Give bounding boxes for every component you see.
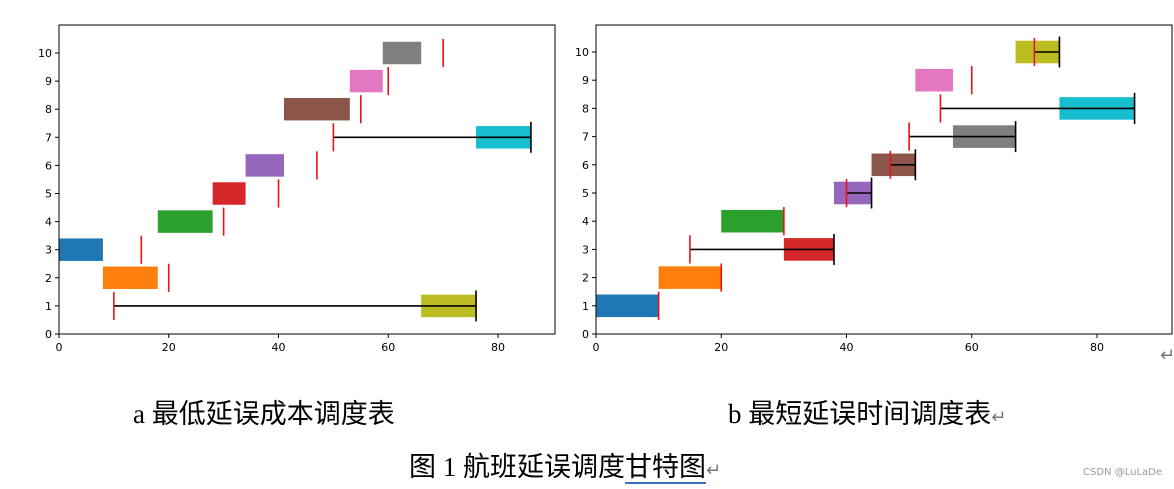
y-tick-label: 2 bbox=[582, 272, 589, 285]
figure-caption-text: 图 1 航班延误调度 bbox=[409, 452, 625, 482]
gantt-bar bbox=[157, 210, 213, 233]
gantt-bar bbox=[596, 294, 659, 318]
return-mark-icon: ↵ bbox=[991, 407, 1007, 428]
caption-a-text: a 最低延误成本调度表 bbox=[133, 399, 395, 429]
caption-b-text: b 最短延误时间调度表 bbox=[728, 399, 992, 429]
gantt-bar bbox=[212, 182, 246, 205]
y-tick-label: 7 bbox=[45, 131, 52, 144]
caption-a: a 最低延误成本调度表 bbox=[133, 392, 395, 431]
y-tick-label: 8 bbox=[45, 103, 52, 116]
x-tick-label: 40 bbox=[840, 341, 854, 354]
chart-a: 0 20 40 60 80 0 1 2 3 4 5 6 7 8 9 10 bbox=[38, 24, 556, 354]
y-tick-label: 7 bbox=[582, 131, 589, 144]
y-tick-label: 3 bbox=[582, 243, 589, 256]
x-tick-label: 20 bbox=[162, 341, 176, 354]
figure-caption: 图 1 航班延误调度甘特图↵ bbox=[409, 445, 721, 484]
gantt-bar bbox=[102, 266, 158, 290]
gantt-bar bbox=[915, 68, 953, 92]
y-tick-label: 5 bbox=[45, 188, 52, 201]
y-tick-label: 1 bbox=[45, 300, 52, 313]
x-tick-label: 80 bbox=[491, 341, 505, 354]
gantt-bar bbox=[658, 266, 722, 289]
x-tick-label: 0 bbox=[593, 341, 600, 354]
gantt-bar bbox=[283, 97, 350, 121]
y-tick-label: 5 bbox=[582, 187, 589, 200]
axes-frame bbox=[58, 24, 556, 335]
y-tick-label: 0 bbox=[45, 328, 52, 341]
y-tick-label: 3 bbox=[45, 244, 52, 257]
chart-b: 0 20 40 60 80 0 1 2 3 4 5 6 7 8 9 10 bbox=[575, 24, 1173, 354]
gantt-bar bbox=[349, 69, 383, 93]
y-tick-label: 4 bbox=[582, 215, 589, 228]
x-tick-label: 60 bbox=[965, 341, 979, 354]
y-tick-label: 9 bbox=[582, 74, 589, 87]
axes-frame bbox=[595, 24, 1173, 335]
y-tick-label: 1 bbox=[582, 300, 589, 313]
y-tick-label: 8 bbox=[582, 102, 589, 115]
x-tick-label: 60 bbox=[381, 341, 395, 354]
y-tick-label: 6 bbox=[582, 159, 589, 172]
gantt-bar bbox=[59, 238, 103, 261]
y-tick-label: 2 bbox=[45, 272, 52, 285]
gantt-bar bbox=[382, 41, 422, 65]
y-tick-label: 10 bbox=[38, 47, 52, 60]
y-tick-label: 10 bbox=[575, 46, 589, 59]
y-tick-label: 0 bbox=[582, 328, 589, 341]
gantt-bar bbox=[245, 154, 284, 177]
return-mark-icon: ↵ bbox=[1160, 345, 1174, 366]
y-tick-label: 9 bbox=[45, 75, 52, 88]
figure-caption-underlined: 甘特图 bbox=[625, 452, 706, 484]
x-tick-label: 0 bbox=[56, 341, 63, 354]
gantt-bar bbox=[721, 209, 784, 233]
x-tick-label: 80 bbox=[1090, 341, 1104, 354]
watermark: CSDN @LuLaDe bbox=[1083, 467, 1162, 478]
y-tick-label: 4 bbox=[45, 216, 52, 229]
return-mark-icon: ↵ bbox=[706, 460, 722, 481]
x-tick-label: 40 bbox=[272, 341, 286, 354]
x-tick-label: 20 bbox=[714, 341, 728, 354]
caption-b: b 最短延误时间调度表↵ bbox=[728, 392, 1006, 431]
y-tick-label: 6 bbox=[45, 159, 52, 172]
